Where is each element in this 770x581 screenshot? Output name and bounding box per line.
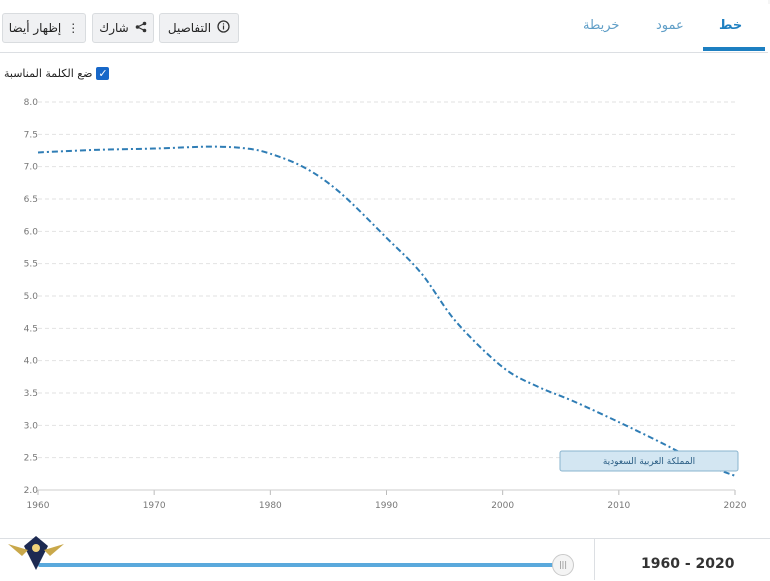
y-tick-label: 4.0 xyxy=(24,357,39,367)
y-tick-label: 2.5 xyxy=(24,454,38,464)
y-tick-label: 5.0 xyxy=(24,292,39,302)
y-tick-label: 3.0 xyxy=(24,421,39,431)
line-chart: 8.07.57.06.56.05.55.04.54.03.53.02.52.0 … xyxy=(0,0,770,520)
x-tick-label: 1960 xyxy=(27,501,50,511)
time-slider-track[interactable] xyxy=(38,563,564,567)
watermark-logo xyxy=(4,530,68,580)
time-slider-handle[interactable]: ||| xyxy=(552,554,574,576)
y-tick-label: 6.5 xyxy=(24,195,38,205)
series-line-saudi-arabia xyxy=(38,147,735,476)
y-tick-label: 6.0 xyxy=(24,227,39,237)
x-tick-label: 2020 xyxy=(724,501,747,511)
x-tick-label: 2010 xyxy=(607,501,630,511)
y-tick-label: 4.5 xyxy=(24,324,38,334)
y-tick-label: 8.0 xyxy=(24,98,39,108)
x-tick-label: 1990 xyxy=(375,501,398,511)
y-tick-label: 5.5 xyxy=(24,260,38,270)
x-tick-label: 1980 xyxy=(259,501,282,511)
series-label: المملكة العربية السعودية xyxy=(603,457,695,467)
y-tick-label: 7.0 xyxy=(24,163,39,173)
y-tick-label: 3.5 xyxy=(24,389,38,399)
x-tick-label: 1970 xyxy=(143,501,166,511)
y-tick-label: 7.5 xyxy=(24,130,38,140)
x-tick-label: 2000 xyxy=(491,501,514,511)
y-tick-label: 2.0 xyxy=(24,486,39,496)
range-label: 1960 - 2020 xyxy=(641,556,735,572)
range-separator xyxy=(594,538,595,580)
